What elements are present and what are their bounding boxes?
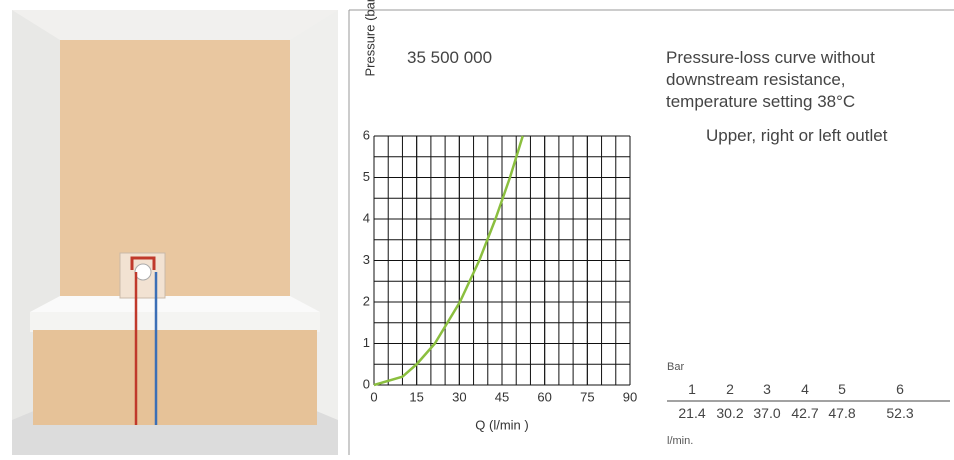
bathroom-illustration [12, 10, 338, 455]
outlet-note: Upper, right or left outlet [706, 126, 888, 145]
table-cell: 37.0 [753, 405, 780, 421]
table-unit: Bar [667, 361, 684, 373]
x-tick-label: 60 [537, 389, 551, 404]
table-cell: 21.4 [678, 405, 705, 421]
table-cell: 2 [726, 381, 734, 397]
table-cell: 47.8 [828, 405, 855, 421]
table-cell: 3 [763, 381, 771, 397]
table-cell: 5 [838, 381, 846, 397]
y-tick-label: 6 [363, 127, 370, 142]
table-unit: l/min. [667, 435, 693, 447]
x-tick-label: 15 [409, 389, 423, 404]
table-cell: 4 [801, 381, 809, 397]
x-tick-label: 30 [452, 389, 466, 404]
table-cell: 30.2 [716, 405, 743, 421]
y-axis-label: Pressure (bar) [362, 0, 377, 77]
description-line: Pressure-loss curve without [666, 48, 875, 67]
x-axis-label: Q (l/min ) [475, 417, 528, 432]
x-tick-label: 0 [370, 389, 377, 404]
product-number: 35 500 000 [407, 48, 492, 67]
y-tick-label: 1 [363, 335, 370, 350]
table-cell: 6 [896, 381, 904, 397]
y-tick-label: 0 [363, 376, 370, 391]
y-tick-label: 2 [363, 293, 370, 308]
y-tick-label: 5 [363, 169, 370, 184]
description-line: temperature setting 38°C [666, 92, 855, 111]
y-tick-label: 4 [363, 210, 370, 225]
y-tick-label: 3 [363, 252, 370, 267]
table-cell: 52.3 [886, 405, 913, 421]
x-tick-label: 90 [623, 389, 637, 404]
x-tick-label: 45 [495, 389, 509, 404]
description-line: downstream resistance, [666, 70, 846, 89]
pressure-curve [373, 135, 524, 387]
x-tick-label: 75 [580, 389, 594, 404]
table-cell: 42.7 [791, 405, 818, 421]
table-cell: 1 [688, 381, 696, 397]
